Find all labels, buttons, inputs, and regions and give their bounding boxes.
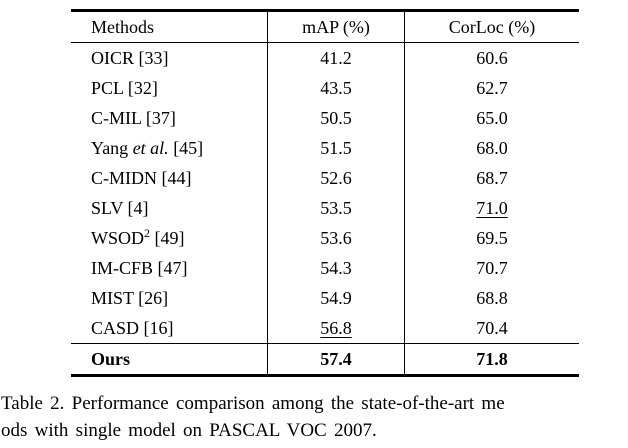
method-cell: IM-CFB [47] — [71, 253, 268, 283]
map-cell: 53.5 — [267, 193, 405, 223]
method-cell: Yang et al. [45] — [71, 133, 268, 163]
corloc-cell: 71.0 — [476, 197, 508, 218]
map-cell: 57.4 — [267, 343, 405, 376]
map-cell: 52.6 — [267, 163, 405, 193]
caption-line-2: ods with single model on PASCAL VOC 2007… — [1, 419, 377, 441]
corloc-cell: 68.8 — [476, 287, 508, 308]
method-cell: PCL [32] — [71, 73, 268, 103]
corloc-cell: 70.4 — [476, 317, 508, 338]
map-cell: 53.6 — [267, 223, 405, 253]
corloc-cell: 68.0 — [476, 137, 508, 158]
results-table: Methods mAP (%) CorLoc (%) OICR [33] 41.2… — [71, 9, 579, 377]
table-row: WSOD2 [49] 53.6 69.5 — [71, 223, 579, 253]
col-header-methods: Methods — [71, 10, 268, 43]
table-row: PCL [32] 43.5 62.7 — [71, 73, 579, 103]
table-row: Yang et al. [45] 51.5 68.0 — [71, 133, 579, 163]
method-cell: C-MIL [37] — [71, 103, 268, 133]
table-row-ours: Ours 57.4 71.8 — [71, 343, 579, 376]
table-row: OICR [33] 41.2 60.6 — [71, 42, 579, 73]
table-head: Methods mAP (%) CorLoc (%) — [71, 10, 579, 43]
map-cell: 41.2 — [267, 42, 405, 73]
corloc-cell: 62.7 — [476, 77, 508, 98]
table-row: SLV [4] 53.5 71.0 — [71, 193, 579, 223]
table-row: MIST [26] 54.9 68.8 — [71, 283, 579, 313]
col-header-corloc: CorLoc (%) — [448, 16, 536, 37]
method-cell: WSOD2 [49] — [71, 223, 268, 253]
method-cell: CASD [16] — [71, 313, 268, 344]
table-row: CASD [16] 56.8 70.4 — [71, 313, 579, 344]
table-row: C-MIL [37] 50.5 65.0 — [71, 103, 579, 133]
method-cell: Ours — [71, 343, 268, 376]
method-cell: OICR [33] — [71, 42, 268, 73]
table-row: C-MIDN [44] 52.6 68.7 — [71, 163, 579, 193]
corloc-cell: 65.0 — [476, 107, 508, 128]
corloc-cell: 68.7 — [476, 167, 508, 188]
corloc-cell: 60.6 — [476, 47, 508, 68]
map-cell: 50.5 — [267, 103, 405, 133]
corloc-cell: 70.7 — [476, 257, 508, 278]
col-header-map: mAP (%) — [267, 10, 405, 43]
corloc-cell: 69.5 — [476, 227, 508, 248]
map-cell: 54.3 — [267, 253, 405, 283]
method-cell: MIST [26] — [71, 283, 268, 313]
caption-line-1: Table 2. Performance comparison among th… — [1, 393, 505, 414]
method-cell: C-MIDN [44] — [71, 163, 268, 193]
table-caption: Table 2. Performance comparison among th… — [1, 391, 628, 445]
corloc-cell: 71.8 — [476, 348, 508, 369]
table-body: OICR [33] 41.2 60.6 PCL [32] 43.5 62.7 C-MIL [… — [71, 42, 579, 376]
table-row: IM-CFB [47] 54.3 70.7 — [71, 253, 579, 283]
map-cell: 54.9 — [267, 283, 405, 313]
map-cell: 51.5 — [267, 133, 405, 163]
table-header-row: Methods mAP (%) CorLoc (%) — [71, 10, 579, 43]
map-cell: 56.8 — [267, 313, 405, 344]
method-cell: SLV [4] — [71, 193, 268, 223]
map-cell: 43.5 — [267, 73, 405, 103]
